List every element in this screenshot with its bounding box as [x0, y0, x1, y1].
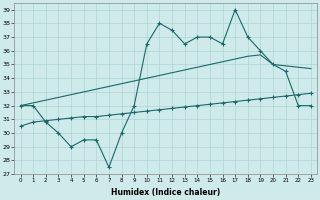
X-axis label: Humidex (Indice chaleur): Humidex (Indice chaleur)	[111, 188, 220, 197]
